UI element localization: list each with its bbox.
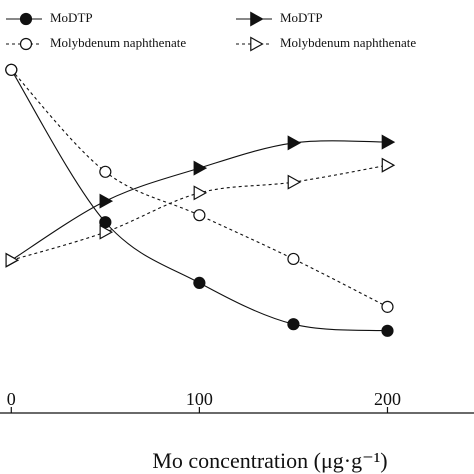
data-point <box>381 324 394 337</box>
data-point <box>381 300 394 313</box>
data-point <box>99 193 114 209</box>
x-tick-label: 0 <box>7 389 16 409</box>
series-line <box>10 69 388 332</box>
legend-label: MoDTP <box>50 10 93 25</box>
data-point <box>381 157 396 173</box>
x-tick-label: 100 <box>186 389 213 409</box>
data-point <box>99 165 112 178</box>
legend-marker <box>19 37 33 51</box>
legend-label: Molybdenum naphthenate <box>280 35 416 50</box>
series-line <box>10 140 388 261</box>
series-line <box>10 69 388 308</box>
data-point <box>5 252 20 268</box>
data-point <box>287 318 300 331</box>
legend-marker <box>19 12 33 26</box>
data-point <box>193 276 206 290</box>
legend-label: MoDTP <box>280 10 323 25</box>
legend-marker <box>250 11 264 27</box>
data-point <box>99 216 112 229</box>
legend-label: Molybdenum naphthenate <box>50 35 186 50</box>
data-point <box>287 174 302 190</box>
data-point <box>193 209 206 222</box>
data-point <box>287 252 300 266</box>
data-point <box>287 135 302 151</box>
data-point <box>99 224 114 240</box>
data-point <box>193 160 208 176</box>
data-point <box>381 134 396 150</box>
data-point <box>193 185 208 201</box>
data-point <box>5 63 18 76</box>
legend-marker <box>250 36 264 52</box>
x-axis-title: Mo concentration (μg·g⁻¹) <box>152 448 387 473</box>
x-tick-label: 200 <box>374 389 401 409</box>
